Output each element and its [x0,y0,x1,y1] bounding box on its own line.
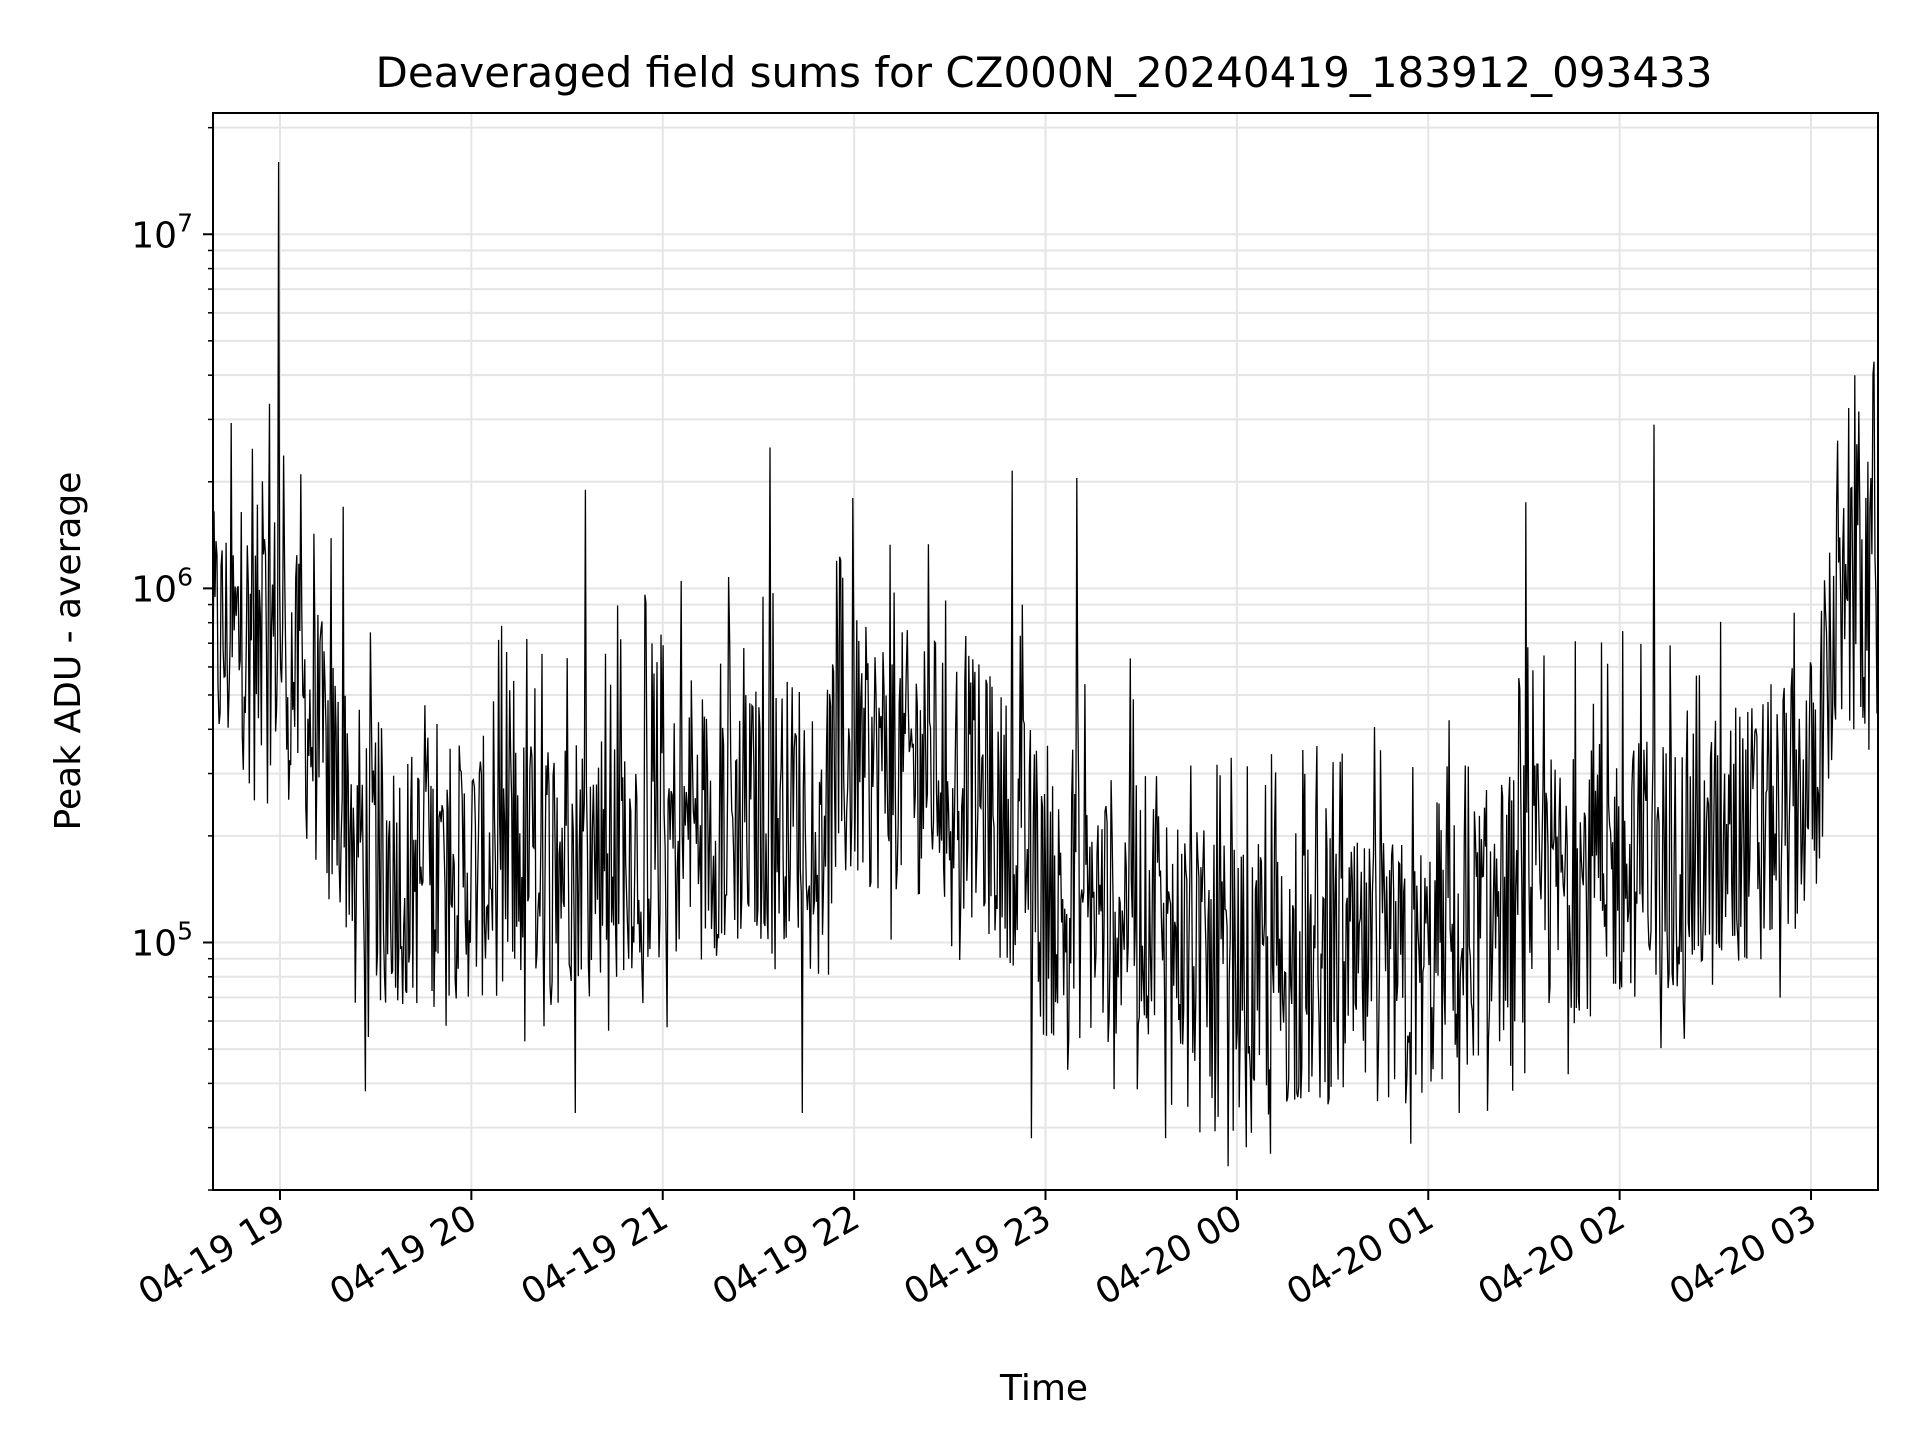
y-tick-base: 10 [131,215,177,256]
series-line [212,161,1879,1167]
y-tick-base: 10 [131,923,177,964]
chart-title: Deaveraged field sums for CZ000N_2024041… [376,48,1713,97]
y-tick-exponent: 5 [177,916,193,945]
y-tick-label: 105 [131,916,193,964]
y-tick-exponent: 6 [177,562,193,591]
y-tick-base: 10 [131,569,177,610]
y-axis-label: Peak ADU - average [48,472,89,831]
y-tick-exponent: 7 [177,208,193,237]
y-tick-label: 107 [131,208,193,256]
data-line-layer [212,161,1879,1167]
x-axis-label: Time [999,1368,1088,1409]
y-tick-label: 106 [131,562,193,610]
